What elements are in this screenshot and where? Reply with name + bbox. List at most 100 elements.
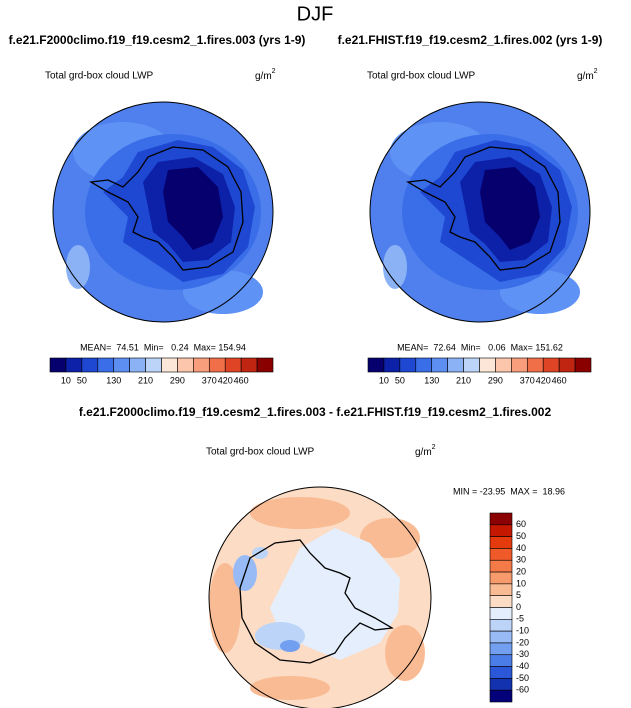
colorbar-box	[81, 357, 99, 373]
colorbar-box	[399, 357, 417, 373]
colorbar-box	[415, 357, 433, 373]
variable-label: Total grd-box cloud LWP	[45, 71, 154, 82]
colorbar-box	[447, 357, 464, 373]
colorbar-box	[193, 357, 210, 373]
colorbar-label: 20	[516, 566, 526, 576]
colorbar-box	[574, 357, 592, 373]
colorbar-label: -40	[516, 661, 529, 671]
colorbar-box	[489, 583, 513, 596]
colorbar-label: 10	[516, 578, 526, 588]
colorbar-label: 460	[234, 375, 249, 385]
colorbar-box	[65, 357, 83, 373]
colorbar-box	[489, 619, 513, 632]
colorbar-box	[489, 630, 513, 644]
colorbar-box	[113, 357, 130, 373]
colorbar-label: 30	[516, 555, 526, 565]
colorbar-box	[129, 357, 146, 373]
colorbar-label: 50	[395, 375, 405, 385]
colorbar-box	[489, 595, 513, 608]
colorbar-box	[479, 357, 496, 373]
colorbar-box	[240, 357, 258, 373]
colorbar-label: 50	[516, 531, 526, 541]
colorbar-box	[97, 357, 115, 373]
colorbar-box	[489, 559, 513, 573]
colorbar-label: 460	[552, 375, 567, 385]
colorbar: 10 50 130 210 290 370 420 460	[367, 357, 592, 385]
colorbar-label: 130	[424, 375, 439, 385]
colorbar-box	[463, 357, 480, 373]
colorbar-label: 50	[77, 375, 87, 385]
colorbar-label: 210	[138, 375, 153, 385]
colorbar-box	[145, 357, 162, 373]
colorbar-box	[526, 357, 544, 373]
colorbar-box	[489, 689, 513, 703]
colorbar-box	[489, 524, 513, 537]
colorbar-box	[489, 642, 513, 656]
colorbar: 10 50 130 210 290 370 420 460	[49, 357, 274, 385]
colorbar-label: -5	[516, 614, 524, 624]
colorbar-label: -50	[516, 673, 529, 683]
units-label: g/m2	[415, 444, 436, 458]
panel-title: f.e21.FHIST.f19_f19.cesm2_1.fires.002 (y…	[338, 33, 603, 47]
map	[53, 102, 273, 322]
map	[208, 486, 432, 708]
colorbar-label: -20	[516, 637, 529, 647]
variable-label: Total grd-box cloud LWP	[206, 447, 315, 458]
colorbar-box	[383, 357, 401, 373]
colorbar-label: 40	[516, 543, 526, 553]
units-power: 2	[594, 68, 598, 75]
stats: MEAN= 72.64 Min= 0.06 Max= 151.62	[397, 342, 563, 352]
colorbar-label: -30	[516, 649, 529, 659]
colorbar-box	[489, 666, 513, 679]
colorbar-label: 210	[456, 375, 471, 385]
units-label: g/m2	[577, 68, 598, 82]
colorbar-label: 0	[516, 602, 521, 612]
colorbar-box	[256, 357, 274, 373]
colorbar-box	[489, 512, 513, 526]
colorbar-box	[489, 571, 513, 585]
colorbar-label: 420	[218, 375, 233, 385]
colorbar-box	[49, 357, 67, 373]
colorbar-label: 290	[170, 375, 185, 385]
colorbar-box	[558, 357, 576, 373]
colorbar-label: 10	[61, 375, 71, 385]
colorbar-box	[431, 357, 448, 373]
panel: f.e21.F2000climo.f19_f19.cesm2_1.fires.0…	[9, 33, 306, 385]
colorbar-label: 5	[516, 590, 521, 600]
stats: MEAN= 74.51 Min= 0.24 Max= 154.94	[80, 342, 246, 352]
colorbar-label: 370	[202, 375, 217, 385]
colorbar-label: -10	[516, 626, 529, 636]
units: g/m	[577, 71, 594, 82]
colorbar-label: 130	[106, 375, 121, 385]
colorbar-box	[495, 357, 512, 373]
colorbar-box	[542, 357, 560, 373]
colorbar-box	[177, 357, 194, 373]
units: g/m	[255, 71, 272, 82]
colorbar-label: 370	[520, 375, 535, 385]
panel: f.e21.FHIST.f19_f19.cesm2_1.fires.002 (y…	[338, 33, 603, 385]
colorbar-label: 290	[488, 375, 503, 385]
colorbar-box	[511, 357, 528, 373]
units-power: 2	[272, 68, 276, 75]
figure-title: DJF	[297, 3, 334, 25]
colorbar-box	[367, 357, 385, 373]
panel-title: f.e21.F2000climo.f19_f19.cesm2_1.fires.0…	[9, 33, 306, 47]
colorbar-label: -60	[516, 685, 529, 695]
units-label: g/m2	[255, 68, 276, 82]
difference-panel: f.e21.F2000climo.f19_f19.cesm2_1.fires.0…	[79, 405, 565, 708]
stats: MIN = -23.95 MAX = 18.96	[453, 486, 565, 496]
colorbar-box	[208, 357, 226, 373]
colorbar-label: 10	[379, 375, 389, 385]
variable-label: Total grd-box cloud LWP	[367, 71, 476, 82]
colorbar-box	[489, 654, 513, 667]
map	[370, 102, 590, 322]
colorbar-label: 420	[536, 375, 551, 385]
panel-title: f.e21.F2000climo.f19_f19.cesm2_1.fires.0…	[79, 405, 552, 419]
colorbar-box	[489, 548, 513, 561]
colorbar-box	[161, 357, 178, 373]
colorbar-box	[224, 357, 242, 373]
colorbar-box	[489, 536, 513, 549]
colorbar-label: 60	[516, 519, 526, 529]
